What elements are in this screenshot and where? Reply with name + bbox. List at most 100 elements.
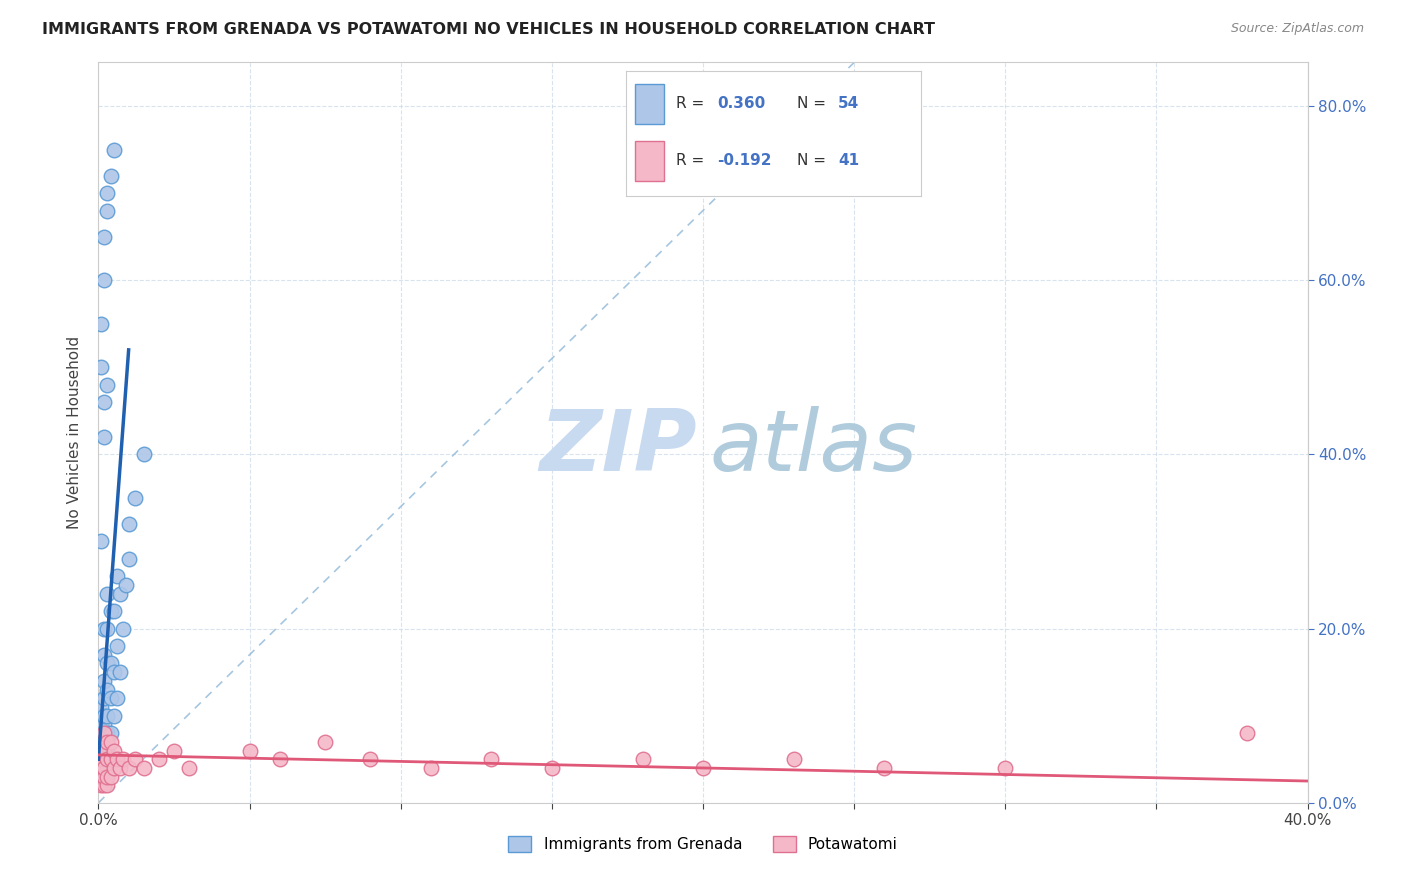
Point: [100, 752, 122, 766]
Point: [90, 778, 112, 792]
Point: [90, 717, 112, 731]
Point: [90, 735, 112, 749]
Text: N =: N =: [797, 95, 831, 111]
Point: [90, 752, 112, 766]
Point: [100, 657, 122, 671]
Point: [96, 622, 118, 636]
Text: 54: 54: [838, 95, 859, 111]
Point: [93, 395, 115, 409]
Point: [314, 735, 336, 749]
Point: [103, 761, 125, 775]
Text: Source: ZipAtlas.com: Source: ZipAtlas.com: [1230, 22, 1364, 36]
Text: R =: R =: [676, 95, 709, 111]
Point: [93, 778, 115, 792]
Point: [100, 169, 122, 183]
Point: [103, 743, 125, 757]
Point: [93, 735, 115, 749]
Point: [90, 534, 112, 549]
Point: [93, 229, 115, 244]
Point: [90, 761, 112, 775]
Point: [90, 770, 112, 784]
Point: [179, 761, 201, 775]
Point: [108, 587, 131, 601]
Point: [163, 743, 186, 757]
Point: [420, 761, 443, 775]
Point: [93, 673, 115, 688]
Point: [118, 761, 141, 775]
Point: [103, 665, 125, 680]
Text: 0.360: 0.360: [717, 95, 765, 111]
Point: [96, 377, 118, 392]
Legend: Immigrants from Grenada, Potawatomi: Immigrants from Grenada, Potawatomi: [502, 830, 904, 858]
Point: [93, 726, 115, 740]
Point: [93, 273, 115, 287]
Point: [93, 743, 115, 757]
Point: [93, 430, 115, 444]
Point: [631, 752, 654, 766]
Point: [96, 657, 118, 671]
Point: [783, 752, 806, 766]
Point: [96, 735, 118, 749]
Point: [93, 717, 115, 731]
Text: ZIP: ZIP: [540, 406, 697, 489]
Point: [100, 735, 122, 749]
Point: [96, 186, 118, 200]
Point: [93, 770, 115, 784]
Point: [96, 708, 118, 723]
Point: [90, 761, 112, 775]
Point: [100, 604, 122, 618]
Point: [96, 726, 118, 740]
Point: [105, 569, 128, 583]
Point: [108, 761, 131, 775]
Point: [108, 665, 131, 680]
Point: [90, 743, 112, 757]
Point: [269, 752, 291, 766]
Point: [148, 752, 170, 766]
Point: [90, 317, 112, 331]
Point: [111, 622, 134, 636]
Point: [96, 743, 118, 757]
Point: [873, 761, 896, 775]
Text: IMMIGRANTS FROM GRENADA VS POTAWATOMI NO VEHICLES IN HOUSEHOLD CORRELATION CHART: IMMIGRANTS FROM GRENADA VS POTAWATOMI NO…: [42, 22, 935, 37]
Point: [93, 622, 115, 636]
Point: [90, 700, 112, 714]
Point: [118, 517, 141, 532]
Point: [105, 752, 128, 766]
Point: [96, 770, 118, 784]
Point: [105, 639, 128, 653]
Point: [692, 761, 714, 775]
Text: N =: N =: [797, 153, 831, 169]
Point: [90, 735, 112, 749]
Y-axis label: No Vehicles in Household: No Vehicles in Household: [67, 336, 83, 529]
Point: [114, 578, 136, 592]
Point: [100, 770, 122, 784]
Text: -0.192: -0.192: [717, 153, 772, 169]
FancyBboxPatch shape: [634, 84, 664, 124]
Point: [90, 726, 112, 740]
Point: [96, 682, 118, 697]
Point: [360, 752, 382, 766]
Point: [103, 604, 125, 618]
Point: [100, 691, 122, 706]
FancyBboxPatch shape: [634, 141, 664, 181]
Point: [132, 447, 155, 461]
Point: [93, 648, 115, 662]
Point: [124, 491, 146, 505]
Point: [994, 761, 1017, 775]
Point: [132, 761, 155, 775]
Point: [124, 752, 146, 766]
Point: [103, 143, 125, 157]
Point: [239, 743, 262, 757]
Text: 41: 41: [838, 153, 859, 169]
Point: [105, 691, 128, 706]
Point: [96, 203, 118, 218]
Point: [100, 726, 122, 740]
Point: [96, 587, 118, 601]
Point: [93, 708, 115, 723]
Point: [96, 752, 118, 766]
Point: [96, 778, 118, 792]
Point: [90, 360, 112, 375]
Point: [103, 708, 125, 723]
Point: [118, 552, 141, 566]
Point: [111, 752, 134, 766]
